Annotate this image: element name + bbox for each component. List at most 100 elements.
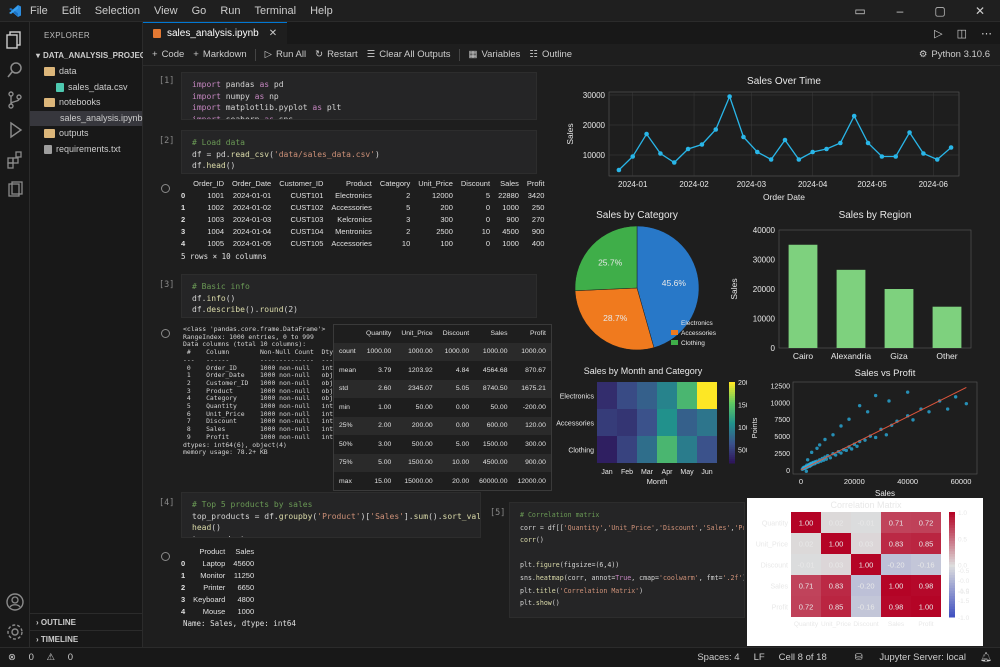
code-cell-top-products[interactable]: # Top 5 products by sales top_products =… — [181, 492, 481, 538]
search-icon[interactable] — [5, 60, 25, 80]
indentation-status[interactable]: Spaces: 4 — [697, 652, 740, 663]
problems-indicator[interactable]: ⊗ 0 ⚠ 0 — [8, 652, 74, 663]
colorbar-segment — [729, 386, 735, 389]
extensions-icon[interactable] — [5, 150, 25, 170]
table-cell: 3.79 — [378, 366, 392, 374]
data-point — [616, 167, 622, 173]
table-cell: 870.67 — [525, 366, 546, 374]
heatmap-cell — [697, 409, 717, 436]
split-editor-icon[interactable]: ◫ — [956, 27, 967, 40]
menu-view[interactable]: View — [153, 4, 178, 17]
maximize-button[interactable]: ▢ — [934, 4, 946, 18]
add-code-button[interactable]: + Code — [152, 49, 185, 60]
colorbar-segment — [729, 448, 735, 452]
table-cell: 0 — [485, 238, 491, 248]
explorer-icon[interactable] — [5, 30, 25, 50]
table-cell: Accessories — [331, 202, 372, 212]
table-cell: 900 — [506, 214, 519, 224]
heatmap-cell — [657, 436, 677, 463]
output-icon[interactable] — [161, 184, 170, 193]
clear-icon: ☰ — [366, 49, 376, 60]
table-cell: 8740.50 — [474, 379, 513, 398]
table-cell: mean — [339, 366, 357, 374]
tree-item-data[interactable]: data — [30, 64, 142, 80]
code-cell-correlation[interactable]: # Correlation matrix corr = df[['Quantit… — [509, 502, 745, 618]
x-tick-label: Feb — [621, 469, 633, 476]
menu-terminal[interactable]: Terminal — [254, 4, 297, 17]
data-point — [630, 154, 636, 159]
table-cell: 1000.00 — [512, 342, 552, 361]
notifications-icon[interactable]: 🔔︎ — [979, 652, 992, 663]
code-cell-load-data[interactable]: # Load data df = pd.read_csv('data/sales… — [181, 130, 537, 174]
eol-status[interactable]: LF — [753, 652, 765, 663]
colorbar-segment — [729, 430, 735, 434]
chart-title: Sales by Category — [596, 210, 678, 221]
source-control-icon[interactable] — [5, 90, 25, 110]
table-cell: count — [333, 342, 362, 361]
more-actions-icon[interactable]: ⋯ — [981, 27, 992, 40]
output-icon[interactable] — [161, 329, 170, 338]
tree-item-sales-analysis-ipynb[interactable]: sales_analysis.ipynb — [30, 110, 143, 126]
heatmap-cell — [597, 436, 617, 463]
menu-selection[interactable]: Selection — [94, 4, 140, 17]
table-cell: 3 — [181, 594, 186, 604]
restart-button[interactable]: ↻ Restart — [315, 49, 358, 60]
add-markdown-button[interactable]: + Markdown — [193, 49, 247, 60]
colorbar-segment — [949, 585, 955, 589]
outline-panel[interactable]: › OUTLINE — [30, 613, 143, 630]
plot-frame — [778, 229, 972, 349]
table-row: 1 Monitor 11250 — [177, 569, 258, 581]
tab-sales-analysis[interactable]: sales_analysis.ipynb ✕ — [143, 22, 288, 44]
chart-title: Sales by Month and Category — [584, 366, 703, 376]
jupyter-icon[interactable] — [5, 180, 25, 200]
cell-annotation: 0.98 — [889, 603, 904, 612]
colorbar-segment — [729, 396, 735, 399]
menu-go[interactable]: Go — [191, 4, 207, 17]
x-tick-label: 60000 — [951, 477, 972, 486]
clear-outputs-button[interactable]: ☰ Clear All Outputs — [366, 49, 451, 60]
tree-item-outputs[interactable]: outputs — [30, 126, 142, 142]
cell-annotation: 0.03 — [859, 540, 874, 549]
colorbar-segment — [949, 590, 955, 594]
code-cell-imports[interactable]: import pandas as pd import numpy as np i… — [181, 72, 537, 120]
project-root[interactable]: ▾ DATA_ANALYSIS_PROJECT — [36, 51, 151, 60]
settings-gear-icon[interactable] — [5, 622, 25, 642]
column-header: Sales — [490, 330, 508, 338]
x-tick-label: 2024-01 — [618, 180, 648, 189]
table-cell: 400 — [531, 238, 545, 248]
jupyter-server-status[interactable]: ⛁ Jupyter Server: local — [854, 652, 966, 663]
layout-icon[interactable]: ▭ — [854, 4, 866, 18]
table-row: min 1.00 50.00 0.00 50.00 -200.00 — [334, 398, 552, 417]
close-button[interactable]: ✕ — [974, 4, 986, 18]
run-all-button[interactable]: ▷ Run All — [264, 49, 307, 60]
run-debug-icon[interactable] — [5, 120, 25, 140]
timeline-panel[interactable]: › TIMELINE — [30, 630, 143, 647]
cell-position-status[interactable]: Cell 8 of 18 — [778, 652, 827, 663]
correlation-cell — [821, 575, 851, 596]
run-icon[interactable]: ▷ — [934, 27, 943, 40]
menu-run[interactable]: Run — [220, 4, 241, 17]
bar-other — [932, 306, 962, 348]
legend-swatch — [671, 340, 678, 345]
menu-edit[interactable]: Edit — [61, 4, 81, 17]
menu-file[interactable]: File — [30, 4, 48, 17]
scatter-point — [815, 446, 819, 450]
table-cell: Kelcronics — [337, 214, 372, 224]
variables-button[interactable]: ▦ Variables — [468, 49, 521, 60]
colorbar-segment — [949, 540, 955, 544]
account-icon[interactable] — [5, 592, 25, 612]
minimize-button[interactable]: – — [896, 4, 904, 18]
output-icon[interactable] — [161, 552, 170, 561]
tree-item-notebooks[interactable]: notebooks — [30, 95, 142, 111]
menu-help[interactable]: Help — [310, 4, 333, 17]
code-cell-basic-info[interactable]: # Basic info df.info() df.describe().rou… — [181, 274, 537, 318]
correlation-cell — [881, 554, 911, 575]
table-cell: 2500 — [436, 226, 453, 236]
tree-item-sales-data-csv[interactable]: sales_data.csv — [30, 80, 142, 96]
kernel-picker[interactable]: ⚙ Python 3.10.6 — [918, 49, 990, 60]
tree-item-requirements-txt[interactable]: requirements.txt — [30, 142, 142, 158]
tab-close-icon[interactable]: ✕ — [268, 28, 278, 39]
outline-button[interactable]: ☷ Outline — [529, 49, 573, 60]
table-cell: Monitor — [200, 570, 226, 580]
data-point — [893, 154, 899, 159]
